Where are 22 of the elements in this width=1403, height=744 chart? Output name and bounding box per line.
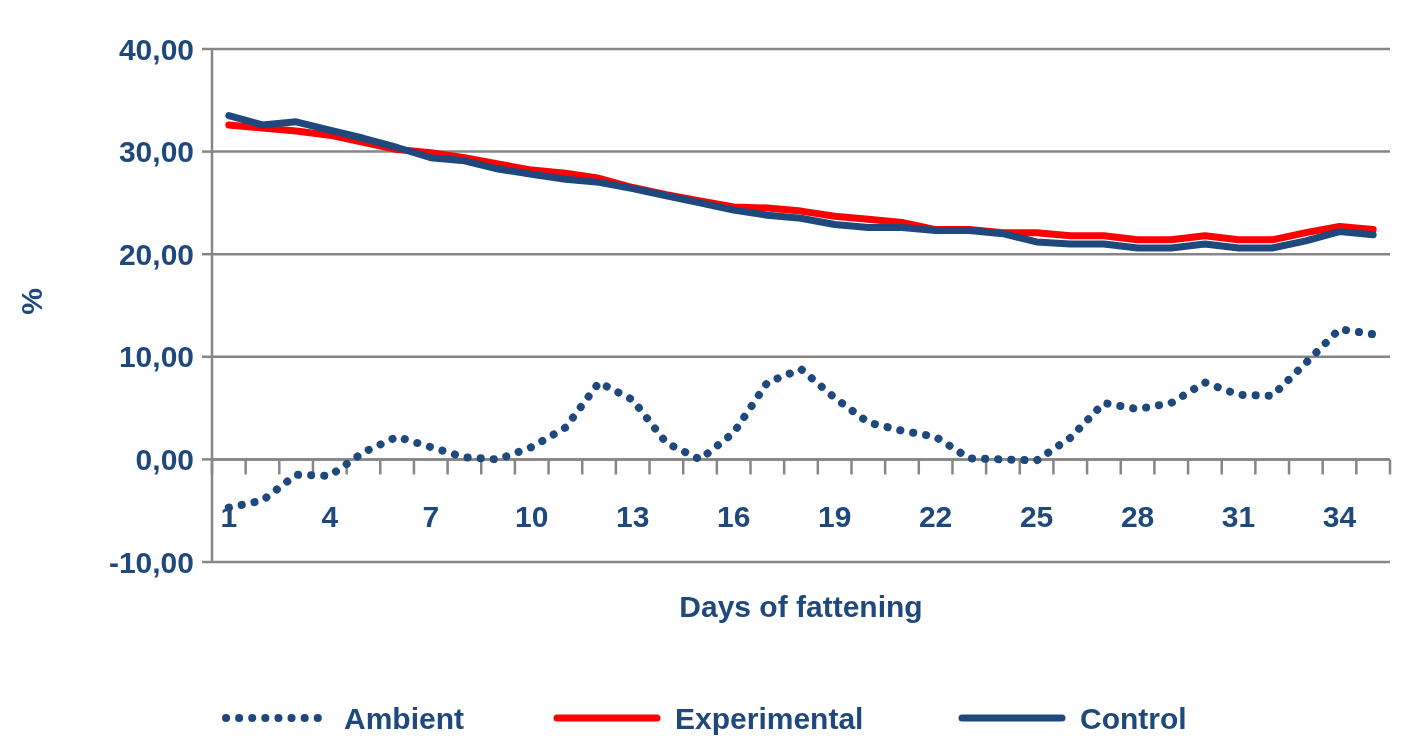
x-tick-label: 22 (918, 500, 953, 534)
legend-label: Control (1080, 701, 1187, 735)
y-axis-title: % (15, 288, 48, 315)
legend-label: Ambient (344, 701, 465, 735)
x-tick-label: 16 (717, 500, 751, 534)
y-tick-label: 30,00 (118, 135, 194, 169)
legend-label: Experimental (675, 701, 864, 735)
y-tick-label: 20,00 (118, 237, 194, 271)
y-tick-label: -10,00 (108, 545, 194, 579)
x-tick-label: 31 (1221, 500, 1256, 534)
y-tick-label: 0,00 (135, 442, 194, 476)
x-tick-label: 34 (1322, 500, 1357, 534)
x-tick-label: 7 (422, 500, 440, 534)
x-tick-label: 28 (1120, 500, 1155, 534)
x-tick-label: 10 (515, 500, 549, 534)
x-axis-title: Days of fattening (679, 590, 923, 623)
y-tick-label: 10,00 (118, 340, 194, 374)
y-tick-label: 40,00 (118, 32, 194, 66)
x-tick-label: 13 (616, 500, 650, 534)
x-tick-label: 19 (817, 500, 852, 534)
x-tick-label: 25 (1019, 500, 1054, 534)
x-tick-label: 4 (321, 500, 339, 534)
